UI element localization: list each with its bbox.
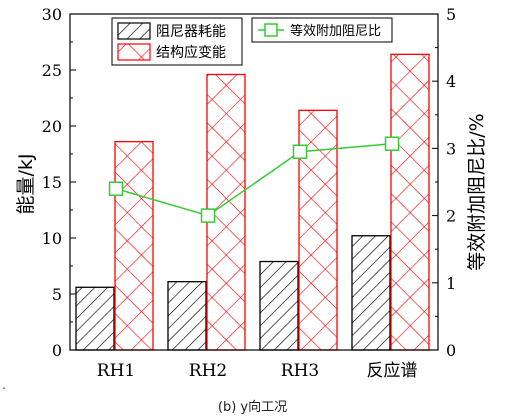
y-tick-label: 10 xyxy=(42,229,62,248)
y2-axis-label: 等效附加阻尼比/% xyxy=(466,113,488,270)
x-tick-label: 反应谱 xyxy=(367,361,418,381)
damping-ratio-line xyxy=(115,142,393,217)
figure-caption: (b) y向工况 xyxy=(217,400,288,415)
bar-damper-energy-0 xyxy=(75,286,115,351)
y-tick-label: 15 xyxy=(42,173,62,192)
y-tick-label: 5 xyxy=(52,285,62,304)
legend-swatch-1 xyxy=(117,43,151,61)
legend-swatch-0 xyxy=(117,22,151,40)
bar-damper-energy-2 xyxy=(259,260,299,351)
y2-tick-label: 2 xyxy=(446,207,456,226)
stray-mark: . xyxy=(2,378,6,392)
plot-area: RH1 RH2 RH3 反应谱 0 5 10 15 20 25 30 0 1 2 3 4 5 能量/kJ 等效附加阻… xyxy=(15,5,488,381)
y2-tick-label: 3 xyxy=(446,139,456,158)
x-tick-label: RH1 xyxy=(97,361,135,381)
y-tick-label: 25 xyxy=(42,61,62,80)
y-tick-label: 20 xyxy=(42,117,62,136)
y2-tick-label: 0 xyxy=(446,341,456,360)
x-tick-label: RH3 xyxy=(281,361,319,381)
line-legend-marker xyxy=(264,23,278,37)
y-tick-label: 30 xyxy=(42,5,62,24)
damping-ratio-marker-1 xyxy=(200,208,216,223)
y2-tick-label: 4 xyxy=(446,72,456,91)
y-tick-label: 0 xyxy=(52,341,62,360)
damping-ratio-marker-2 xyxy=(292,144,308,160)
bar-strain-energy-3 xyxy=(390,53,430,351)
bar-damper-energy-1 xyxy=(167,281,207,351)
damping-ratio-marker-3 xyxy=(384,136,400,151)
y-axis-label: 能量/kJ xyxy=(15,153,37,214)
damping-ratio-marker-0 xyxy=(108,181,124,196)
x-tick-label: RH2 xyxy=(189,361,227,381)
y2-tick-label: 1 xyxy=(446,274,456,293)
line-legend: 等效附加阻尼比 xyxy=(251,17,393,43)
legend-label: 阻尼器耗能 xyxy=(156,24,226,40)
bar-damper-energy-3 xyxy=(351,235,391,351)
bar-strain-energy-0 xyxy=(114,141,154,351)
y2-tick-label: 5 xyxy=(446,5,456,24)
line-legend-label: 等效附加阻尼比 xyxy=(290,23,381,39)
legend-label: 结构应变能 xyxy=(156,44,226,61)
